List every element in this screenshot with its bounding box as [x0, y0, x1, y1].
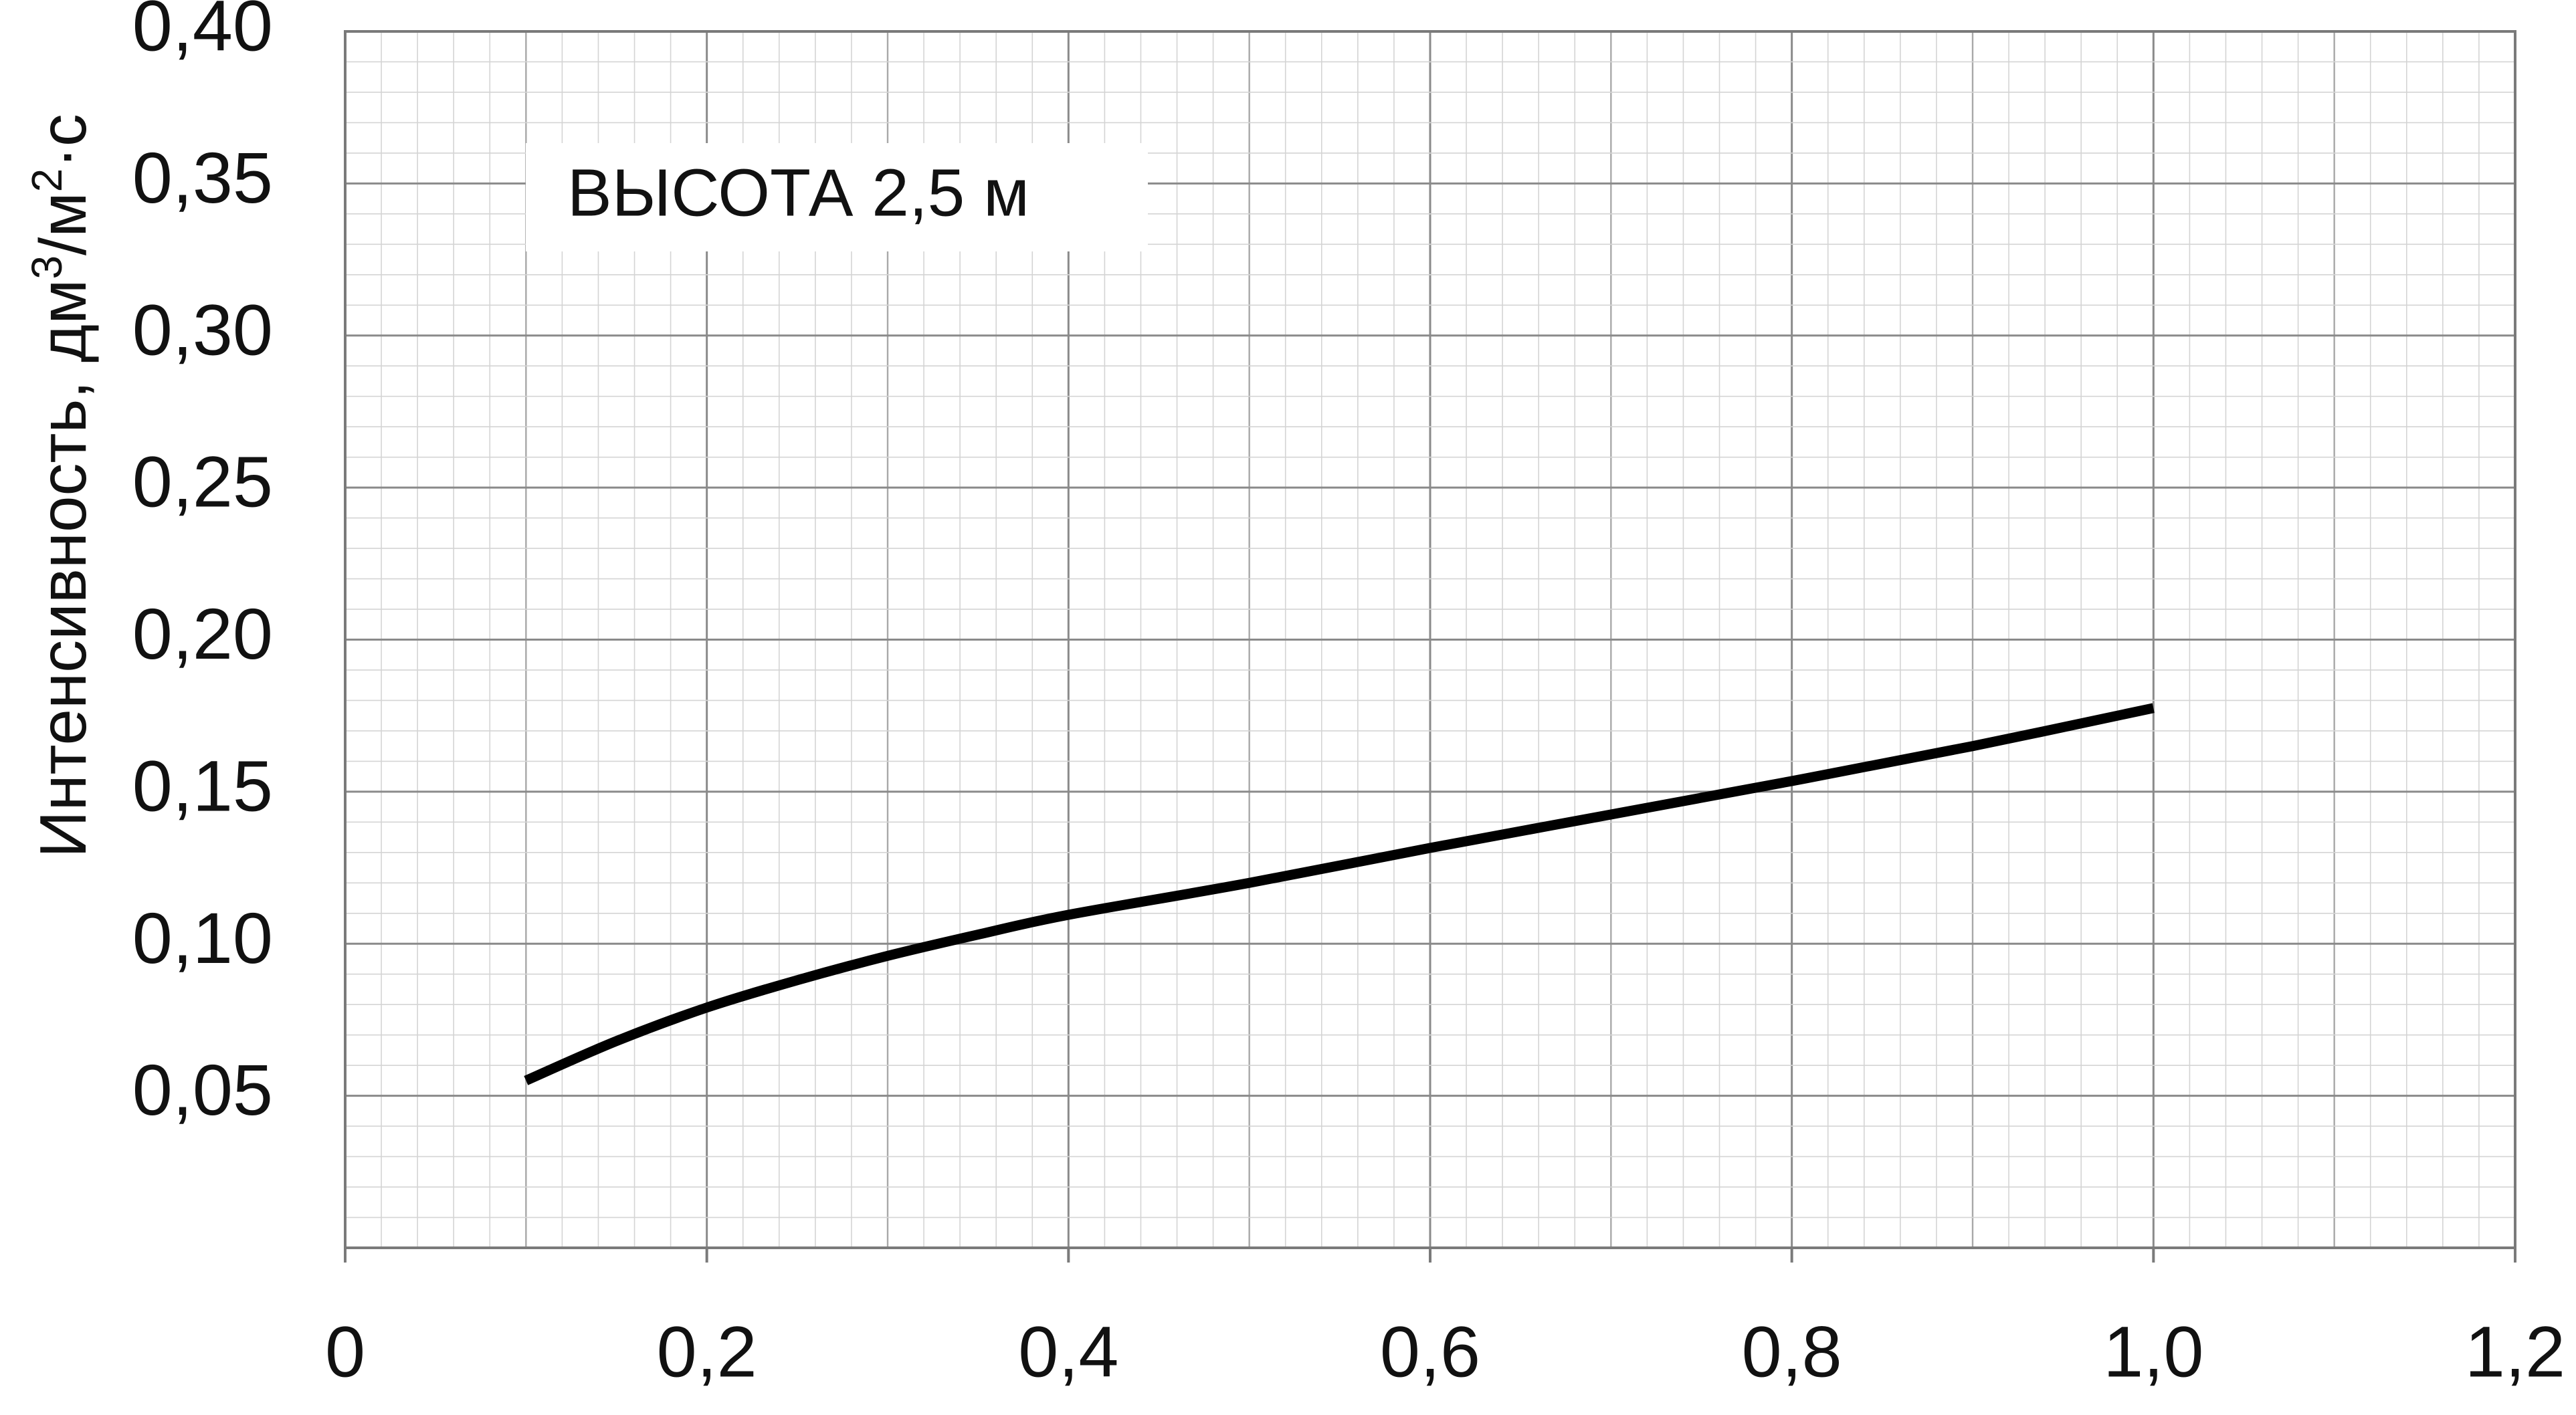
y-tick-label: 0,35	[132, 137, 273, 218]
y-axis-label-mid: /м	[26, 192, 100, 255]
y-axis-label-main: Интенсивность, дм	[26, 280, 100, 858]
y-tick-label: 0,10	[132, 897, 273, 978]
annotation-box: ВЫСОТА 2,5 м	[526, 143, 1148, 251]
y-axis-label-end: ·с	[26, 114, 100, 169]
y-axis-label-sup2: 2	[23, 169, 71, 193]
x-tick-label: 1,2	[2465, 1311, 2565, 1392]
x-tick-label: 0,8	[1742, 1311, 1842, 1392]
y-tick-label: 0,30	[132, 289, 273, 370]
series-layer	[524, 703, 2155, 1085]
x-tick-label: 0	[325, 1311, 365, 1392]
y-tick-label: 0,05	[132, 1049, 273, 1130]
y-axis-label-sup1: 3	[23, 255, 71, 280]
x-tick-label: 0,4	[1018, 1311, 1118, 1392]
x-tick-label: 1,0	[2103, 1311, 2203, 1392]
x-tick-label: 0,6	[1380, 1311, 1480, 1392]
y-tick-labels: 0,05 0,10 0,15 0,20 0,25 0,30 0,35 0,40	[132, 0, 273, 1130]
y-tick-label: 0,40	[132, 0, 273, 66]
annotation-text: ВЫСОТА 2,5 м	[567, 155, 1029, 230]
y-axis-label: Интенсивность, дм3/м2·с	[23, 114, 100, 858]
annotation-background	[526, 143, 1148, 251]
y-tick-label: 0,20	[132, 593, 273, 674]
x-tick-labels: 0 0,2 0,4 0,6 0,8 1,0 1,2	[325, 1311, 2565, 1392]
series-line	[524, 703, 2155, 1085]
y-tick-label: 0,15	[132, 745, 273, 826]
plot-frame	[344, 30, 2516, 1263]
x-tick-label: 0,2	[657, 1311, 757, 1392]
y-tick-label: 0,25	[132, 441, 273, 522]
